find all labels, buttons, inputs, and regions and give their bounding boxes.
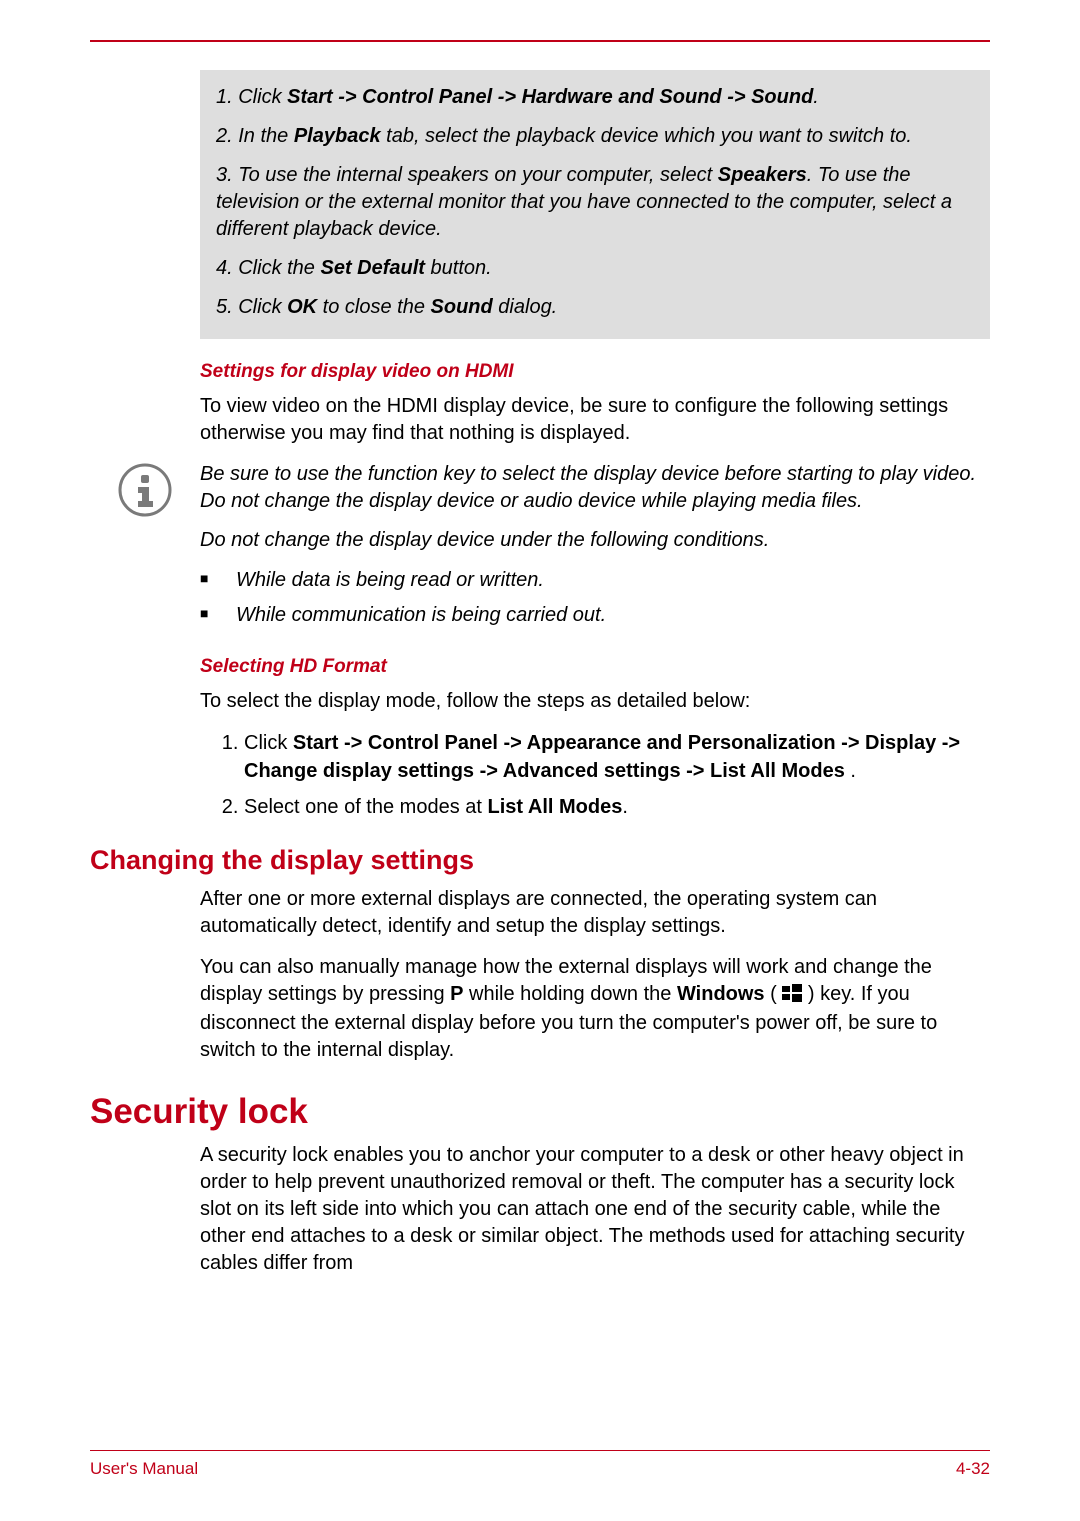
- step5-post: dialog.: [493, 296, 558, 318]
- footer-right: 4-32: [956, 1459, 990, 1479]
- hd-li2-pre: Select one of the modes at: [244, 796, 488, 818]
- info-callout: Be sure to use the function key to selec…: [118, 461, 990, 630]
- hdmi-bullet2: While communication is being carried out…: [200, 601, 990, 630]
- top-rule: [90, 40, 990, 42]
- hd-li2-bold: List All Modes: [488, 796, 623, 818]
- step1-pre: 1. Click: [216, 86, 287, 108]
- step5-pre: 5. Click: [216, 296, 287, 318]
- step3-bold: Speakers: [718, 164, 807, 186]
- security-heading: Security lock: [90, 1092, 990, 1132]
- windows-key-icon: [782, 983, 802, 1010]
- step5-bold2: Sound: [431, 296, 493, 318]
- step1-post: .: [813, 86, 819, 108]
- info-text: Be sure to use the function key to selec…: [200, 461, 990, 630]
- hdmi-note2: Do not change the display device under t…: [200, 527, 990, 554]
- step-5: 5. Click OK to close the Sound dialog.: [216, 294, 974, 321]
- footer-left: User's Manual: [90, 1459, 198, 1479]
- manual-page: 1. Click Start -> Control Panel -> Hardw…: [0, 0, 1080, 1521]
- hd-li1-pre: Click: [244, 732, 293, 754]
- info-icon: [118, 463, 172, 522]
- step2-post: tab, select the playback device which yo…: [381, 125, 912, 147]
- step2-bold: Playback: [294, 125, 381, 147]
- changing-heading-wrap: Changing the display settings: [90, 845, 990, 876]
- hd-format-steps: Click Start -> Control Panel -> Appearan…: [200, 729, 990, 821]
- hd-format-intro: To select the display mode, follow the s…: [200, 688, 990, 715]
- hdmi-heading: Settings for display video on HDMI: [200, 361, 990, 383]
- hd-step-1: Click Start -> Control Panel -> Appearan…: [244, 729, 990, 785]
- hd-step-2: Select one of the modes at List All Mode…: [244, 793, 990, 821]
- hd-format-heading: Selecting HD Format: [200, 656, 990, 678]
- step1-bold: Start -> Control Panel -> Hardware and S…: [287, 86, 813, 108]
- hdmi-bullets: While data is being read or written. Whi…: [200, 566, 990, 630]
- hd-li2-post: .: [622, 796, 628, 818]
- hd-li1-post: .: [845, 760, 856, 782]
- step-4: 4. Click the Set Default button.: [216, 255, 974, 282]
- changing-heading: Changing the display settings: [90, 845, 474, 875]
- content-column: 1. Click Start -> Control Panel -> Hardw…: [200, 70, 990, 1277]
- step4-pre: 4. Click the: [216, 257, 320, 279]
- hdmi-note1: Be sure to use the function key to selec…: [200, 461, 990, 515]
- hdmi-bullet1: While data is being read or written.: [200, 566, 990, 595]
- changing-p2-mid1: while holding down the: [463, 983, 676, 1005]
- step5-bold1: OK: [287, 296, 317, 318]
- step-2: 2. In the Playback tab, select the playb…: [216, 123, 974, 150]
- sound-steps-box: 1. Click Start -> Control Panel -> Hardw…: [200, 70, 990, 339]
- changing-p2-mid2: (: [765, 983, 783, 1005]
- changing-p1: After one or more external displays are …: [200, 886, 990, 940]
- changing-p2: You can also manually manage how the ext…: [200, 954, 990, 1064]
- hdmi-intro: To view video on the HDMI display device…: [200, 393, 990, 447]
- step2-pre: 2. In the: [216, 125, 294, 147]
- changing-p2-bold2: Windows: [677, 983, 765, 1005]
- security-p1: A security lock enables you to anchor yo…: [200, 1142, 990, 1277]
- step-3: 3. To use the internal speakers on your …: [216, 162, 974, 243]
- step5-mid: to close the: [317, 296, 430, 318]
- step4-post: button.: [425, 257, 492, 279]
- step3-pre: 3. To use the internal speakers on your …: [216, 164, 718, 186]
- page-footer: User's Manual 4-32: [90, 1450, 990, 1479]
- changing-p2-bold1: P: [450, 983, 463, 1005]
- step-1: 1. Click Start -> Control Panel -> Hardw…: [216, 84, 974, 111]
- step4-bold: Set Default: [320, 257, 424, 279]
